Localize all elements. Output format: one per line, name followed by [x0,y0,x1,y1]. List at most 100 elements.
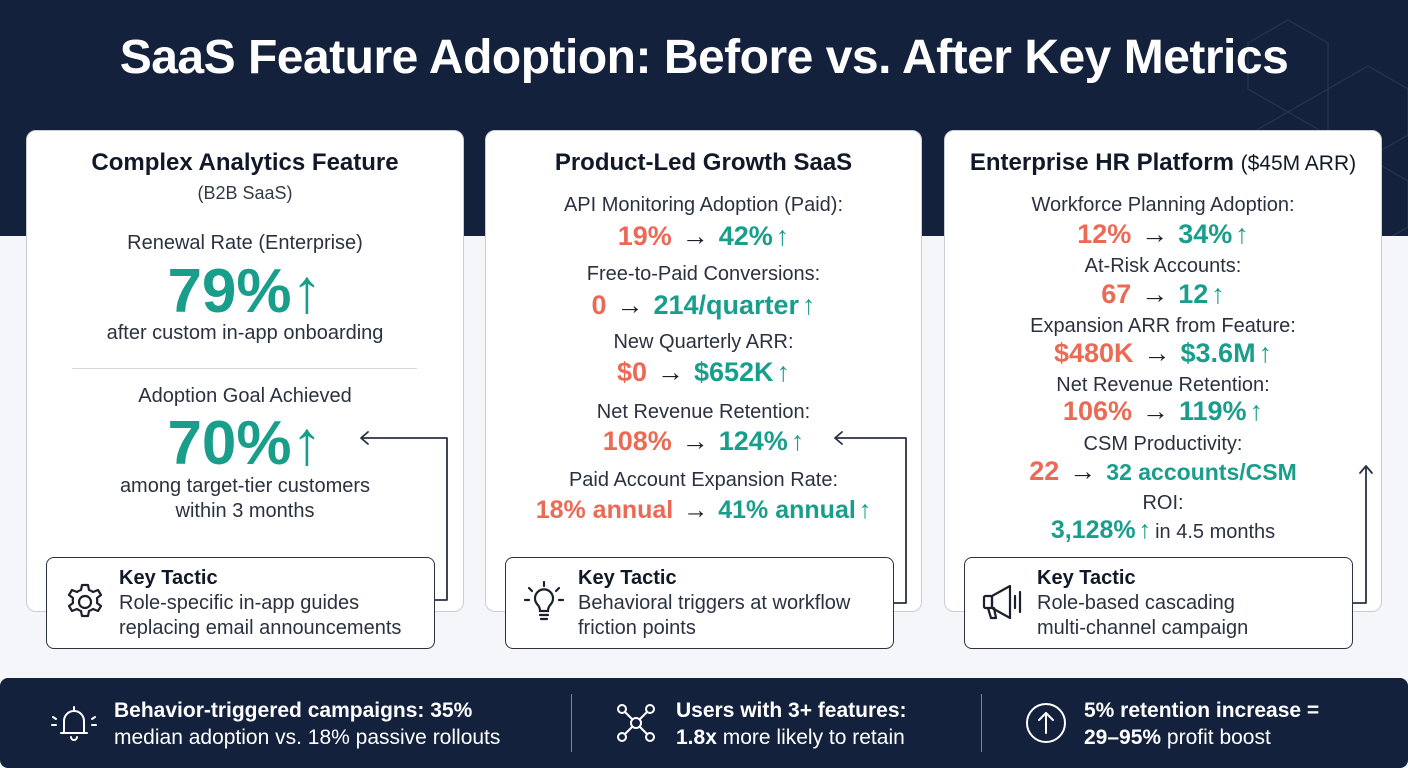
arrow-up-icon: ↑ [1249,396,1264,426]
arrow-right-icon: → [1069,456,1097,486]
gear-icon [67,583,103,618]
after-value: 12 [1178,279,1209,309]
metric-row: 67 → 12 ↑ [945,279,1381,310]
footer-detail: profit boost [1166,726,1271,749]
metric-label: Net Revenue Retention: [596,401,811,423]
before-value: 106% [1062,396,1132,426]
arrow-right-icon: → [681,426,709,456]
footer-bold: Behavior-triggered campaigns: 35% [114,699,473,722]
metric-label: Net Revenue Retention: [1056,374,1270,396]
card-product-led-growth: Product-Led Growth SaaS API Monitoring A… [485,130,922,612]
after-value: $652K [693,357,774,387]
tactic-line: Role-specific in-app guides [119,592,360,614]
card-title: Product-Led Growth SaaS [554,149,853,176]
adoption-goal-note: among target-tier customers within 3 mon… [27,474,463,524]
tactic-line: friction points [578,617,696,639]
before-value: $0 [616,357,647,387]
roi-row: 3,128% ↑ in 4.5 months [945,516,1381,545]
note-line: among target-tier customers [119,475,371,497]
tactic-line: replacing email announcements [119,617,402,639]
key-tactic-box: Key Tactic Role-specific in-app guides r… [46,557,435,649]
metric-label: CSM Productivity: [1083,433,1243,455]
footer-item-features: Users with 3+ features: 1.8x more likely… [572,678,980,768]
metric-row: $480K → $3.6M ↑ [945,338,1381,369]
card-analytics-feature: Complex Analytics Feature (B2B SaaS) Ren… [26,130,464,612]
metric-label: Paid Account Expansion Rate: [568,469,839,491]
before-value: 12% [1077,219,1132,249]
card-title-suffix: ($45M ARR) [1240,152,1357,175]
arrow-right-icon: → [1143,338,1171,368]
footer-detail: more likely to retain [722,726,905,749]
after-value: 119% [1178,396,1247,426]
arrow-up-icon: ↑ [291,409,323,478]
tactic-heading: Key Tactic [578,567,677,589]
tactic-heading: Key Tactic [1037,567,1136,589]
tactic-line: Behavioral triggers at workflow [578,592,851,614]
tactic-text: Role-based cascading multi-channel campa… [1037,591,1347,641]
after-value: 41% annual [718,496,856,524]
metric-value: 79% [167,257,292,326]
footer-text: 5% retention increase = 29–95% profit bo… [1084,697,1319,751]
footer-detail: median adoption vs. 18% passive rollouts [114,726,501,749]
arrow-right-icon: → [1141,279,1169,309]
metric-row: 108% → 124% ↑ [486,426,921,457]
before-value: 22 [1029,456,1060,486]
metric-label: Expansion ARR from Feature: [1030,315,1296,337]
card-title: Complex Analytics Feature [91,149,399,176]
tactic-line: Role-based cascading [1037,592,1235,614]
arrow-up-icon: ↑ [1235,219,1249,249]
after-value: 34% [1178,219,1233,249]
key-tactic-box: Key Tactic Role-based cascading multi-ch… [964,557,1353,649]
card-title: Enterprise HR Platform ($45M ARR) [945,149,1381,177]
metric-row: 0 → 214/quarter ↑ [486,290,921,321]
divider [72,368,417,369]
before-value: 0 [591,290,607,320]
before-value: 18% annual [535,496,674,524]
footer-bold: 5% retention increase = [1084,699,1320,722]
metric-row: 22 → 32 accounts/CSM [945,456,1381,487]
renewal-rate-label: Renewal Rate (Enterprise) [127,232,363,254]
arrow-right-icon: → [1141,396,1169,426]
footer-item-campaigns: Behavior-triggered campaigns: 35% median… [0,678,570,768]
tactic-text: Role-specific in-app guides replacing em… [119,591,429,641]
before-value: 19% [617,221,672,251]
metric-row: 106% → 119% ↑ [945,396,1381,427]
metric-label: API Monitoring Adoption (Paid): [563,194,844,216]
arrow-up-icon: ↑ [1211,279,1225,309]
roi-period: in 4.5 months [1155,521,1276,543]
arrow-right-icon: → [656,357,684,387]
metric-row: 12% → 34% ↑ [945,219,1381,250]
page-title: SaaS Feature Adoption: Before vs. After … [119,31,1289,84]
after-value: $3.6M [1180,338,1256,368]
metric-label: New Quarterly ARR: [613,331,794,353]
footer-bold-value: 1.8x [676,726,717,749]
card-enterprise-hr: Enterprise HR Platform ($45M ARR) Workfo… [944,130,1382,612]
roi-value: 3,128% [1050,516,1136,544]
after-value: 214/quarter [653,290,800,320]
after-value: 124% [718,426,788,456]
footer-text: Users with 3+ features: 1.8x more likely… [676,697,907,751]
metric-row: $0 → $652K ↑ [486,357,921,388]
tactic-line: multi-channel campaign [1037,617,1249,639]
metric-row: 19% → 42% ↑ [486,221,921,252]
roi-label: ROI: [1142,492,1184,514]
footer-text: Behavior-triggered campaigns: 35% median… [114,697,500,751]
adoption-goal-value: 70%↑ [27,413,463,475]
footer-item-retention: 5% retention increase = 29–95% profit bo… [982,678,1408,768]
arrow-up-icon: ↑ [776,357,791,387]
arrow-up-icon: ↑ [1138,516,1152,544]
footer-divider [571,694,572,752]
before-value: 67 [1101,279,1132,309]
arrow-up-icon: ↑ [291,257,323,326]
bell-icon [51,706,97,741]
arrow-right-icon: → [681,221,709,251]
card-title-text: Enterprise HR Platform [969,149,1234,176]
metric-label: Free-to-Paid Conversions: [586,263,821,285]
arrow-right-icon: → [683,496,709,524]
arrow-up-icon: ↑ [858,496,872,524]
key-tactic-box: Key Tactic Behavioral triggers at workfl… [505,557,894,649]
renewal-rate-note: after custom in-app onboarding [106,322,384,344]
arrow-up-icon: ↑ [775,221,790,251]
card-subtitle: (B2B SaaS) [197,183,293,203]
tactic-heading: Key Tactic [119,567,218,589]
